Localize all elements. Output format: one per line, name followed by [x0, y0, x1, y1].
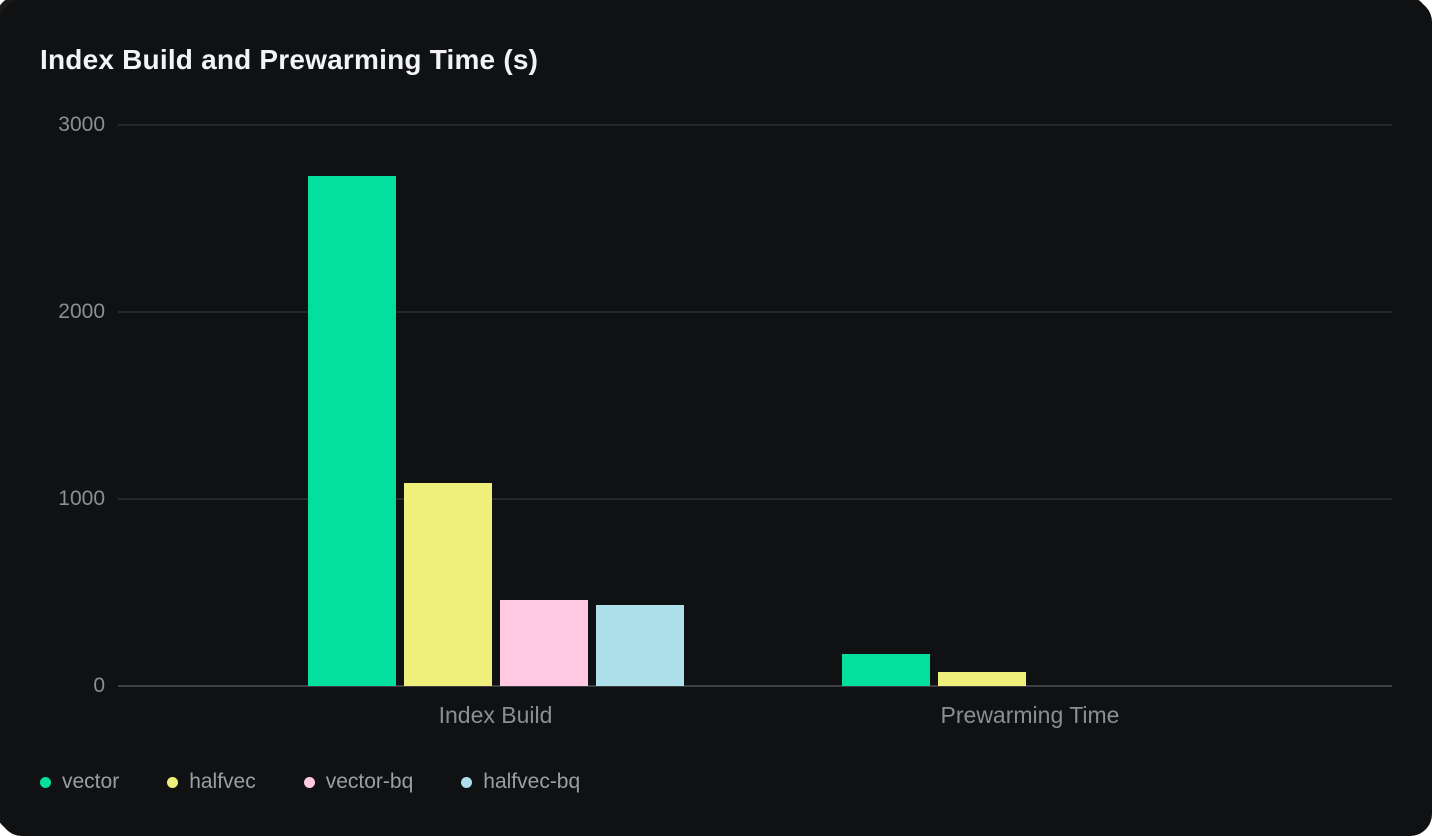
- legend-label: vector-bq: [325, 770, 414, 793]
- legend-dot-icon: [461, 776, 473, 788]
- bar-halfvec-prewarming-time: [938, 671, 1026, 686]
- legend: vector halfvec vector-bq halfvec-bq: [40, 770, 580, 794]
- bar-halfvec-index-build: [403, 483, 492, 686]
- y-axis-tick-label: 3000: [58, 113, 105, 136]
- gridline-y-2000: [118, 311, 1392, 313]
- gridline-y-0: [118, 685, 1392, 687]
- bar-vector-bq-index-build: [499, 599, 588, 686]
- legend-dot-icon: [40, 776, 51, 788]
- bar-halfvec-bq-index-build: [595, 605, 684, 686]
- legend-item-halfvec-bq[interactable]: halfvec-bq: [461, 770, 580, 794]
- x-axis-label-prewarming-time: Prewarming Time: [940, 702, 1120, 728]
- legend-item-vector-bq[interactable]: vector-bq: [303, 770, 414, 794]
- legend-label: halfvec: [189, 770, 256, 793]
- gridline-y-1000: [118, 498, 1392, 500]
- legend-dot-icon: [167, 776, 179, 788]
- legend-item-halfvec[interactable]: halfvec: [167, 770, 256, 794]
- x-axis-label-index-build: Index Build: [438, 702, 553, 728]
- gridline-y-3000: [118, 124, 1392, 126]
- bar-vector-index-build: [307, 175, 396, 686]
- bar-vector-prewarming-time: [842, 654, 930, 686]
- legend-label: vector: [62, 770, 120, 793]
- y-axis-tick-label: 1000: [58, 487, 105, 510]
- legend-label: halfvec-bq: [483, 770, 581, 793]
- chart-title: Index Build and Prewarming Time (s): [40, 44, 539, 75]
- legend-dot-icon: [303, 776, 315, 788]
- y-axis-tick-label: 0: [93, 674, 105, 697]
- y-axis-tick-label: 2000: [58, 300, 105, 323]
- legend-item-vector[interactable]: vector: [40, 770, 119, 794]
- plot-area: [118, 124, 1392, 687]
